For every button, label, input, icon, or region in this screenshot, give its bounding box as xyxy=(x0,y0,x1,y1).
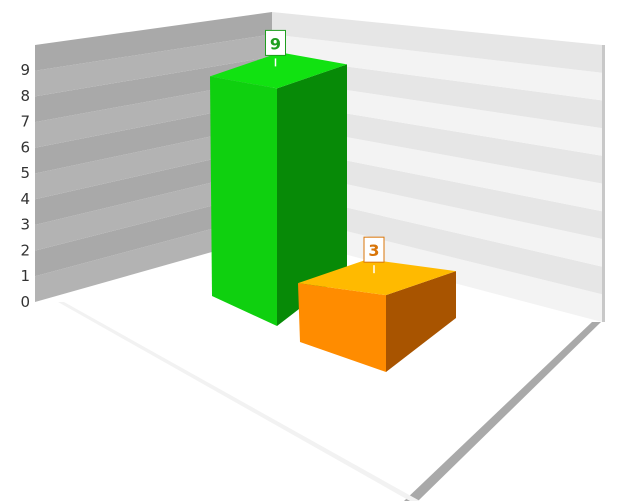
bar-front-face xyxy=(298,283,386,372)
back-wall-band xyxy=(272,212,602,322)
bar xyxy=(210,52,347,327)
y-axis: 0 1 2 3 4 5 6 7 8 9 xyxy=(20,61,30,311)
data-label-text: 3 xyxy=(368,241,379,260)
y-tick-label: 2 xyxy=(20,241,30,259)
back-wall-band xyxy=(272,78,602,156)
y-tick-label: 9 xyxy=(20,61,30,79)
back-wall-band xyxy=(272,34,602,101)
back-wall-band xyxy=(272,101,602,184)
left-wall-band xyxy=(35,12,272,71)
bar xyxy=(298,259,456,372)
back-wall xyxy=(272,12,605,322)
bar-top-face xyxy=(298,259,456,296)
y-tick-label: 8 xyxy=(20,87,30,105)
y-tick-label: 1 xyxy=(20,267,30,285)
bar-front-face xyxy=(210,76,277,327)
data-label: 3 xyxy=(363,236,385,274)
chart-walls xyxy=(35,12,605,501)
back-wall-band xyxy=(272,123,602,212)
y-tick-label: 4 xyxy=(20,190,30,208)
data-label: 9 xyxy=(265,29,286,67)
floor-left-edge xyxy=(58,302,420,501)
back-wall-band xyxy=(272,190,602,295)
back-wall-band xyxy=(272,168,602,267)
floor-right-edge xyxy=(404,322,601,501)
bar-top-face xyxy=(210,52,347,89)
y-tick-label: 7 xyxy=(20,113,30,131)
y-tick-label: 0 xyxy=(20,293,30,311)
left-wall-band xyxy=(35,34,272,97)
left-wall-band xyxy=(35,56,272,123)
bar-side-face xyxy=(386,271,456,372)
back-wall-band xyxy=(272,12,602,73)
y-tick-label: 5 xyxy=(20,164,30,182)
back-wall-edge xyxy=(602,45,605,322)
data-label-box xyxy=(265,29,286,56)
y-tick-label: 3 xyxy=(20,216,30,234)
bars xyxy=(210,52,456,372)
bar-side-face xyxy=(277,64,347,327)
data-label-text: 9 xyxy=(270,34,281,53)
back-wall-band xyxy=(272,145,602,239)
y-tick-label: 6 xyxy=(20,138,30,156)
data-label-box xyxy=(363,236,385,263)
data-labels: 93 xyxy=(265,29,385,274)
back-wall-band xyxy=(272,56,602,129)
